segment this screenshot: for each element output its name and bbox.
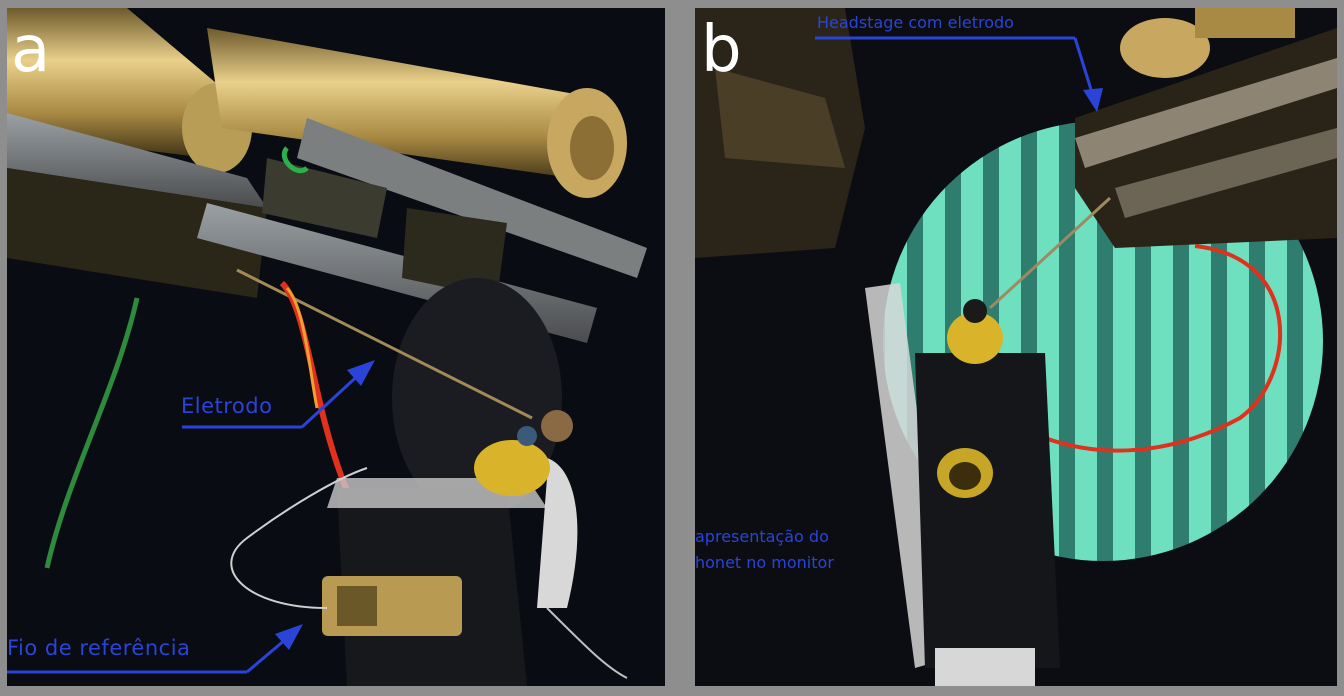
panel-b: b Headstage com eletrodo apresentação do… [695,8,1337,686]
headstage [1075,8,1337,248]
panel-label-b: b [701,13,742,87]
panel-a: a Eletrodo Fio de referência [7,8,665,686]
specimen [474,440,550,496]
metal-plate [7,113,647,343]
headstage-label: Headstage com eletrodo [817,13,1014,32]
red-wire-b [1044,244,1283,453]
panel-label-a: a [11,13,51,87]
headstage-arrow [815,36,1103,112]
electrode-needle-b [988,196,1112,310]
electrode-needle [236,268,533,420]
reference-arrow [7,624,303,674]
brass-cylinder [7,8,627,198]
panel-b-photo [695,8,1337,686]
specimen-b [947,312,1003,364]
panel-a-photo [7,8,665,686]
monitor-label-line2: honet no monitor [695,553,834,572]
monitor-label-line1: apresentação do [695,527,829,546]
reference-wire-label: Fio de referência [7,636,191,660]
electrode-arrow [182,360,375,429]
electrode-label: Eletrodo [181,394,273,418]
holder-b [915,353,1060,668]
